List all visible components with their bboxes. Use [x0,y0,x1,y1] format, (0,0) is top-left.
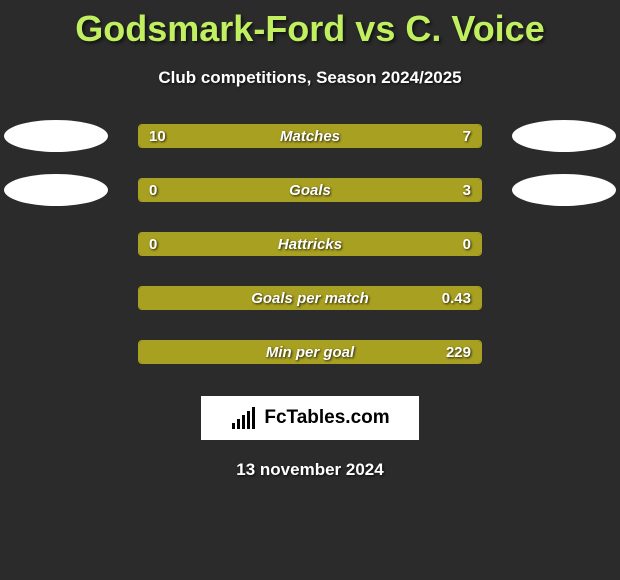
player-avatar-left [4,120,108,152]
stat-label: Hattricks [139,233,481,255]
stat-bar: Min per goal229 [138,340,482,364]
stat-bar: 10Matches7 [138,124,482,148]
stat-label: Goals [139,179,481,201]
stat-label: Goals per match [139,287,481,309]
stat-row: 0Hattricks0 [0,228,620,260]
brand-text: FcTables.com [264,407,389,429]
player-avatar-left [4,174,108,206]
stat-bar: 0Hattricks0 [138,232,482,256]
stats-container: 10Matches70Goals30Hattricks0Goals per ma… [0,120,620,368]
stat-value-right: 7 [463,125,471,147]
stat-value-right: 229 [446,341,471,363]
subtitle: Club competitions, Season 2024/2025 [0,68,620,88]
page-title: Godsmark-Ford vs C. Voice [0,0,620,50]
stat-row: Min per goal229 [0,336,620,368]
brand-logo: FcTables.com [201,396,419,440]
stat-bar: Goals per match0.43 [138,286,482,310]
stat-value-right: 0.43 [442,287,471,309]
player-avatar-right [512,120,616,152]
stat-bar: 0Goals3 [138,178,482,202]
bar-chart-icon [230,407,258,429]
stat-label: Min per goal [139,341,481,363]
date-text: 13 november 2024 [0,460,620,480]
stat-row: 10Matches7 [0,120,620,152]
stat-value-right: 3 [463,179,471,201]
stat-value-right: 0 [463,233,471,255]
player-avatar-right [512,174,616,206]
stat-row: 0Goals3 [0,174,620,206]
stat-row: Goals per match0.43 [0,282,620,314]
stat-label: Matches [139,125,481,147]
